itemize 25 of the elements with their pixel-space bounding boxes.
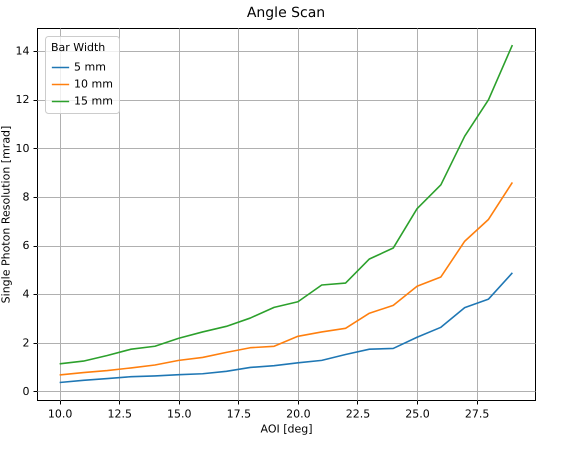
legend-label: 15 mm [74, 94, 113, 108]
line-series [58, 272, 514, 384]
legend-title: Bar Width [51, 41, 106, 54]
y-tick-label: 10 [16, 142, 30, 155]
x-tick-label: 22.5 [346, 408, 370, 420]
y-tick-label: 6 [22, 239, 30, 252]
x-tick-label: 17.5 [226, 408, 252, 420]
x-tick-label: 25.0 [405, 408, 430, 420]
x-tick-label: 12.5 [107, 408, 132, 420]
chart-title: Angle Scan [246, 5, 326, 21]
x-tick-label: 27.5 [464, 408, 490, 420]
line-series [58, 182, 514, 376]
y-tick-label: 12 [16, 93, 30, 106]
x-tick-label: 10.0 [48, 408, 72, 420]
legend-label: 10 mm [74, 78, 113, 90]
x-tick-label: 15.0 [167, 408, 192, 420]
y-tick-label: 14 [16, 44, 30, 58]
y-tick-label: 8 [22, 190, 30, 204]
y-tick-label: 0 [22, 384, 30, 398]
y-tick-label: 4 [22, 288, 30, 301]
y-axis-title: Single Photon Resolution [mrad] [0, 126, 13, 304]
x-axis-title: AOI [deg] [260, 422, 313, 436]
legend-label: 5 mm [74, 60, 106, 74]
x-tick-label: 20.0 [286, 408, 311, 420]
y-tick-label: 2 [22, 336, 30, 350]
